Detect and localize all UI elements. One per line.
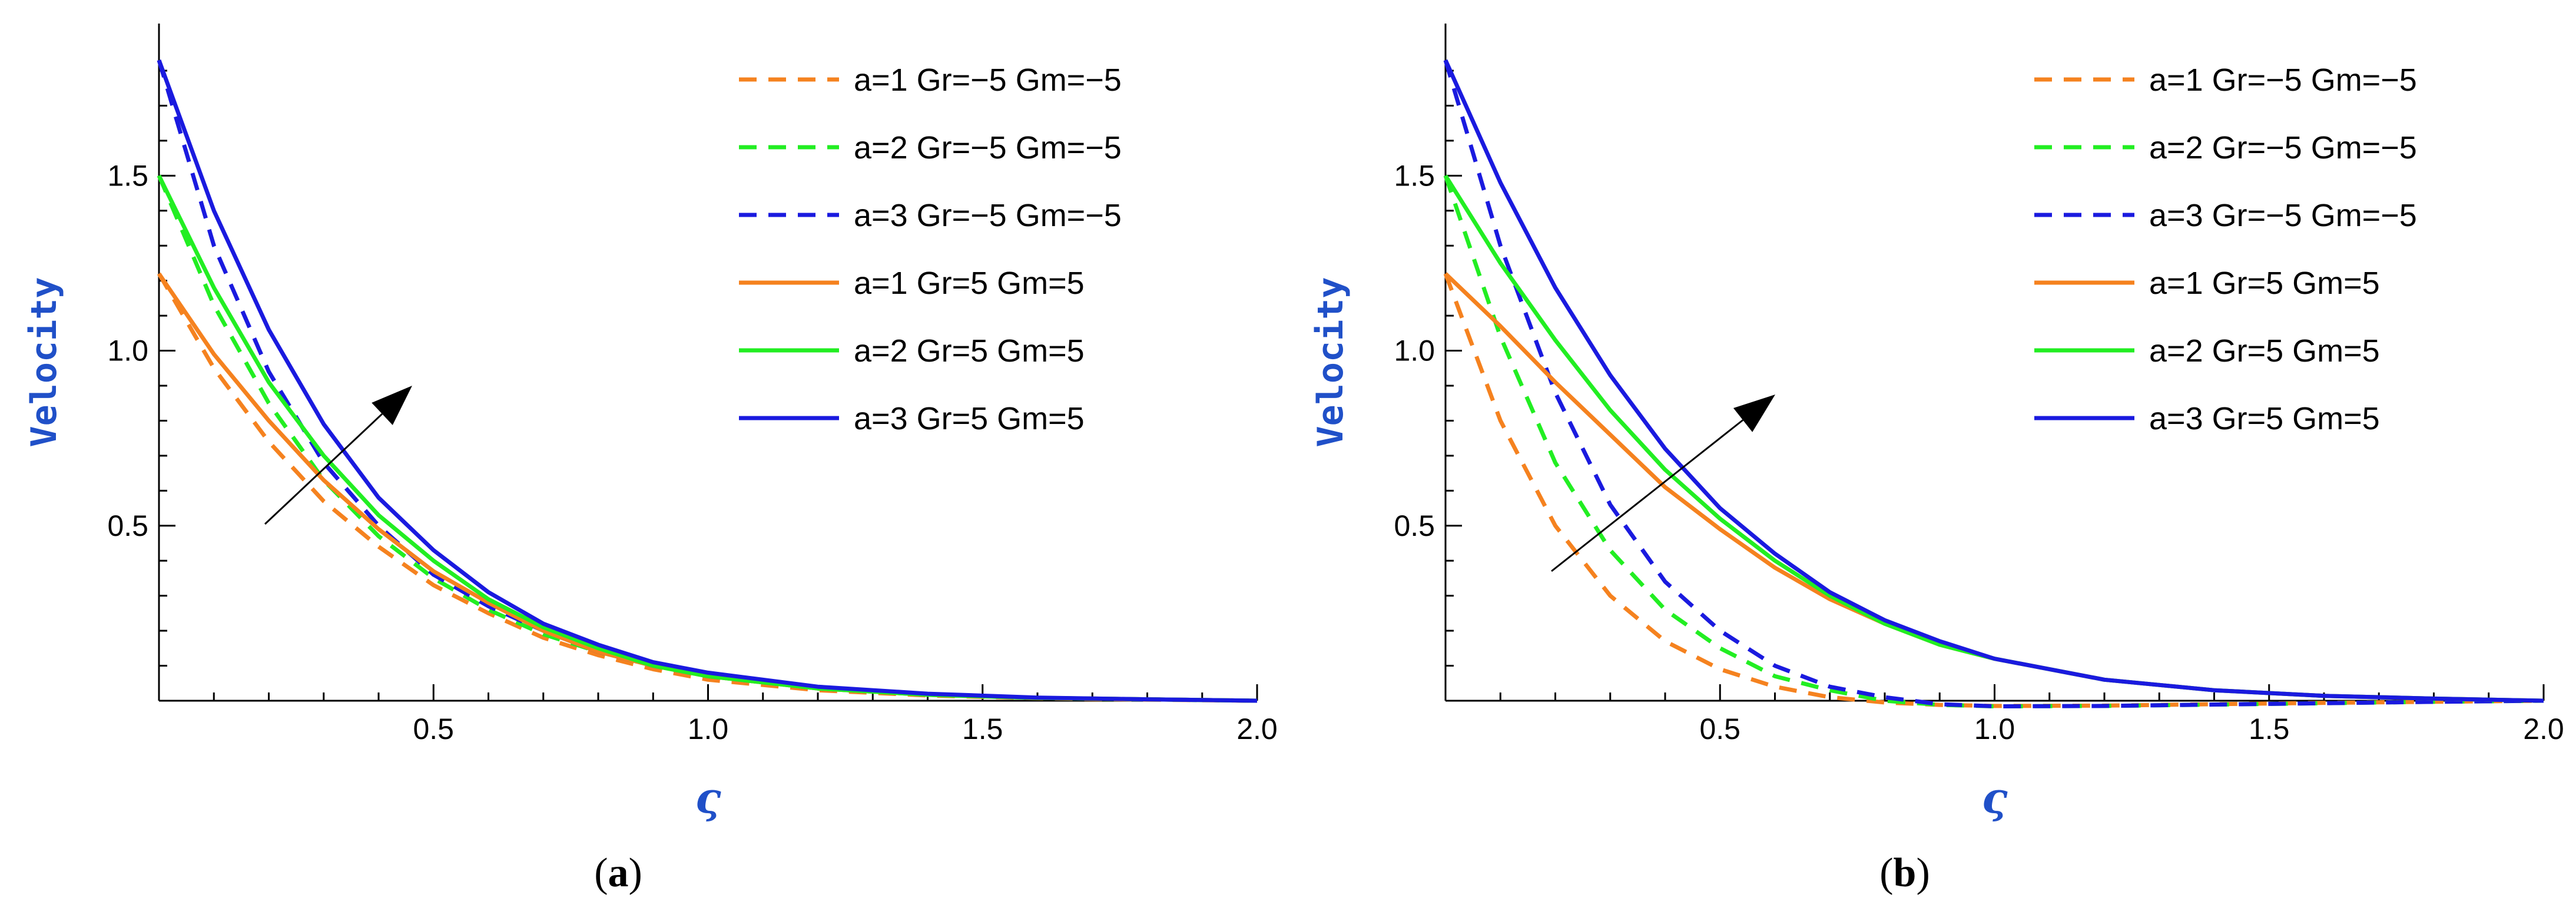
series-line-6 xyxy=(1443,59,2544,703)
trend-arrow xyxy=(264,386,412,525)
y-tick-label: 1.5 xyxy=(1394,159,1435,192)
x-axis-label: ς xyxy=(1982,773,2008,823)
legend-label-6: a=3 Gr=5 Gm=5 xyxy=(2149,401,2380,436)
caption-letter: b xyxy=(1894,850,1917,896)
y-tick-label: 0.5 xyxy=(1394,509,1435,542)
legend-label-1: a=1 Gr=−5 Gm=−5 xyxy=(854,62,1122,98)
legend-label-5: a=2 Gr=5 Gm=5 xyxy=(854,333,1085,369)
x-tick-label: 1.5 xyxy=(962,713,1003,745)
chart-panel-b: 0.5 1.0 1.5 2.0 0.5 1.0 1.5 Velocity ς a=1 Gr=−5 … xyxy=(1310,24,2564,896)
y-axis-label: Velocity xyxy=(1310,277,1351,448)
y-tick-label: 1.5 xyxy=(107,159,148,192)
x-tick-label: 1.5 xyxy=(2249,713,2290,745)
x-axis-label: ς xyxy=(695,773,721,823)
series-line-5 xyxy=(1444,174,2544,703)
x-tick-label: 2.0 xyxy=(2523,713,2564,745)
series-line-4 xyxy=(157,272,1258,703)
legend-label-1: a=1 Gr=−5 Gm=−5 xyxy=(2149,62,2417,98)
arrow-shaft xyxy=(264,413,383,525)
legend-label-2: a=2 Gr=−5 Gm=−5 xyxy=(2149,130,2417,165)
series-line-2 xyxy=(157,174,1258,703)
series-line-1 xyxy=(157,273,1258,703)
chart-panel-a: 0.5 1.0 1.5 2.0 0.5 1.0 1.5 Velocity ς a=1 Gr=−5 … xyxy=(24,24,1278,896)
legend-label-6: a=3 Gr=5 Gm=5 xyxy=(854,401,1085,436)
legend: a=1 Gr=−5 Gm=−5 a=2 Gr=−5 Gm=−5 a=3 Gr=−5 … xyxy=(739,62,1122,436)
legend-label-4: a=1 Gr=5 Gm=5 xyxy=(854,266,1085,301)
caption-open-paren: ( xyxy=(594,850,608,896)
caption-letter: a xyxy=(608,850,629,896)
legend-label-3: a=3 Gr=−5 Gm=−5 xyxy=(854,198,1122,233)
y-tick-label: 0.5 xyxy=(107,509,148,542)
caption-open-paren: ( xyxy=(1879,850,1893,896)
x-tick-label: 0.5 xyxy=(413,713,454,745)
legend-label-5: a=2 Gr=5 Gm=5 xyxy=(2149,333,2380,369)
series-line-5 xyxy=(157,174,1258,703)
legend-label-3: a=3 Gr=−5 Gm=−5 xyxy=(2149,198,2417,233)
x-tick-label: 1.0 xyxy=(688,713,729,745)
series-line-6 xyxy=(157,59,1258,703)
y-tick-label: 1.0 xyxy=(1394,334,1435,367)
x-tick-label: 1.0 xyxy=(1974,713,2015,745)
arrow-head xyxy=(1733,395,1775,432)
legend-label-4: a=1 Gr=5 Gm=5 xyxy=(2149,266,2380,301)
panel-caption: (b) xyxy=(1879,850,1930,896)
panel-caption: (a) xyxy=(594,850,642,896)
series-line-3 xyxy=(1443,59,2544,708)
arrow-shaft xyxy=(1551,419,1743,572)
trend-arrow xyxy=(1551,395,1775,572)
y-axis-label: Velocity xyxy=(24,277,65,448)
x-tick-label: 0.5 xyxy=(1699,713,1740,745)
legend: a=1 Gr=−5 Gm=−5 a=2 Gr=−5 Gm=−5 a=3 Gr=−5 … xyxy=(2034,62,2417,436)
legend-label-2: a=2 Gr=−5 Gm=−5 xyxy=(854,130,1122,165)
caption-close-paren: ) xyxy=(629,850,642,896)
series-line-2 xyxy=(1443,175,2544,708)
x-tick-label: 2.0 xyxy=(1236,713,1278,745)
y-tick-label: 1.0 xyxy=(107,334,148,367)
caption-close-paren: ) xyxy=(1916,850,1929,896)
arrow-head xyxy=(372,386,412,425)
